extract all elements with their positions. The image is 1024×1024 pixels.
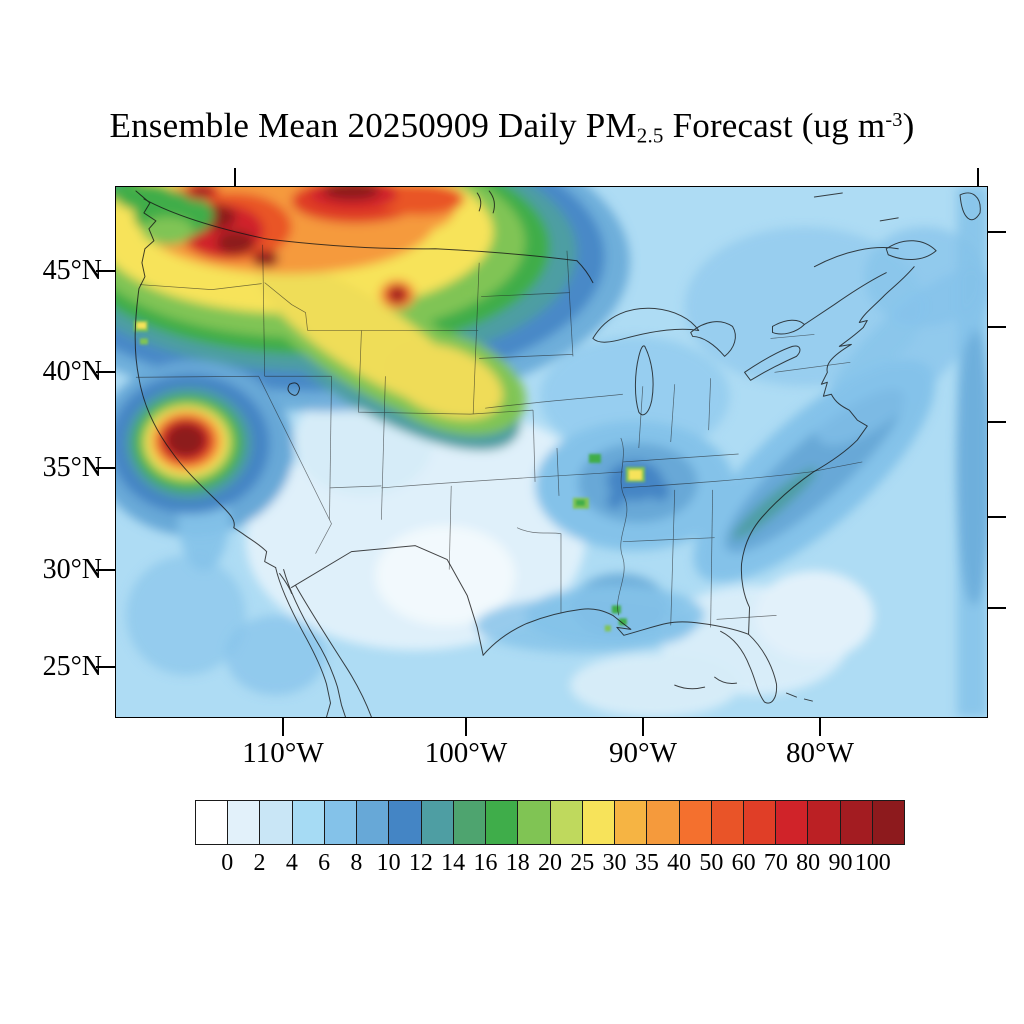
right-tick-mark xyxy=(988,421,1006,423)
lat-tick-mark xyxy=(96,467,115,469)
colorbar-cell xyxy=(581,801,615,844)
title-suffix: ) xyxy=(902,106,915,145)
colorbar-tick-label: 100 xyxy=(854,850,891,876)
colorbar-cell xyxy=(420,801,453,844)
lat-tick-mark xyxy=(96,569,115,571)
lon-tick-label: 80°W xyxy=(786,737,854,769)
colorbar-cell xyxy=(646,801,679,844)
colorbar-tick-label: 12 xyxy=(408,850,433,876)
colorbar-tick-label: 8 xyxy=(350,850,363,876)
lat-tick-mark xyxy=(96,270,115,272)
colorbar-cell xyxy=(614,801,647,844)
lat-tick-label: 25°N xyxy=(42,651,102,682)
right-tick-mark xyxy=(988,231,1006,233)
pm-speck-layer xyxy=(133,288,645,632)
colorbar-tick-label: 4 xyxy=(285,850,298,876)
colorbar-cell xyxy=(259,801,292,844)
colorbar-tick-label: 10 xyxy=(376,850,401,876)
colorbar-tick-label: 30 xyxy=(602,850,627,876)
colorbar-cell xyxy=(807,801,840,844)
colorbar-cell xyxy=(517,801,550,844)
colorbar-cell xyxy=(388,801,421,844)
colorbar-cell xyxy=(678,801,711,844)
colorbar-tick-label: 20 xyxy=(538,850,562,876)
state-border-layer xyxy=(135,244,863,628)
colorbar-tick-label: 0 xyxy=(221,850,234,876)
colorbar-tick-label: 50 xyxy=(699,850,724,876)
colorbar-cell xyxy=(196,801,228,844)
lon-tick-label: 100°W xyxy=(424,737,508,769)
lat-tick-mark xyxy=(96,371,115,373)
colorbar-tick-label: 80 xyxy=(796,850,821,876)
colorbar-cell xyxy=(839,801,872,844)
colorbar-cell xyxy=(323,801,357,844)
right-tick-mark xyxy=(988,326,1006,328)
lat-tick-label: 45°N xyxy=(42,255,102,286)
colorbar-tick-label: 25 xyxy=(570,850,595,876)
lon-tick-label: 110°W xyxy=(242,737,324,769)
lat-tick-label: 30°N xyxy=(42,554,102,585)
colorbar-cell xyxy=(291,801,324,844)
lat-tick-mark xyxy=(96,666,115,668)
colorbar-cell xyxy=(356,801,389,844)
title-middle: Forecast (ug m xyxy=(663,106,886,145)
map-plot-area xyxy=(115,186,988,718)
colorbar-cell xyxy=(710,801,743,844)
colorbar-cell xyxy=(485,801,518,844)
colorbar-tick-label: 35 xyxy=(634,850,659,876)
colorbar-tick-label: 16 xyxy=(473,850,498,876)
page-title: Ensemble Mean 20250909 Daily PM2.5 Forec… xyxy=(0,106,1024,148)
lon-tick-mark xyxy=(465,718,467,736)
colorbar xyxy=(195,800,905,845)
right-tick-mark xyxy=(988,607,1006,609)
colorbar-cell xyxy=(549,801,582,844)
pm25-field-map xyxy=(116,187,987,717)
top-tick-mark xyxy=(234,168,236,186)
pm-field-layer xyxy=(116,187,987,717)
colorbar-tick-label: 60 xyxy=(731,850,756,876)
title-superscript: -3 xyxy=(885,108,903,131)
colorbar-cell xyxy=(775,801,808,844)
right-tick-mark xyxy=(988,516,1006,518)
top-tick-mark xyxy=(977,168,979,186)
colorbar-tick-label: 14 xyxy=(441,850,466,876)
title-subscript: 2.5 xyxy=(636,123,664,148)
colorbar-cell xyxy=(452,801,486,844)
colorbar-tick-label: 40 xyxy=(667,850,692,876)
coastline-layer xyxy=(134,190,981,717)
lon-tick-mark xyxy=(819,718,821,736)
colorbar-cell xyxy=(742,801,776,844)
lat-tick-label: 40°N xyxy=(42,356,102,387)
colorbar-tick-label: 18 xyxy=(505,850,530,876)
colorbar-tick-label: 70 xyxy=(763,850,788,876)
colorbar-tick-label: 6 xyxy=(318,850,331,876)
lon-tick-label: 90°W xyxy=(609,737,677,769)
lat-tick-label: 35°N xyxy=(42,452,102,483)
lon-tick-mark xyxy=(282,718,284,736)
colorbar-cell xyxy=(227,801,260,844)
colorbar-cell xyxy=(871,801,905,844)
colorbar-tick-label: 2 xyxy=(253,850,266,876)
colorbar-tick-label: 90 xyxy=(828,850,853,876)
title-prefix: Ensemble Mean 20250909 Daily PM xyxy=(109,106,637,145)
lon-tick-mark xyxy=(642,718,644,736)
